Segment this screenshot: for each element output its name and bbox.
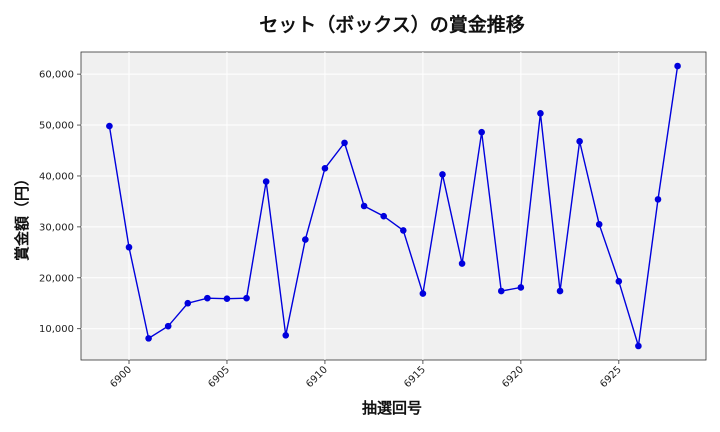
y-tick-label: 30,000 <box>39 222 74 233</box>
data-point <box>302 236 309 243</box>
data-point <box>537 110 544 117</box>
series-line <box>108 65 679 347</box>
data-point <box>125 243 133 251</box>
plot-area <box>80 51 707 361</box>
x-tick-label: 6920 <box>500 364 526 390</box>
data-point <box>380 212 388 220</box>
data-point <box>478 128 485 136</box>
data-point <box>439 171 446 178</box>
data-point <box>321 165 329 172</box>
data-point <box>164 322 172 330</box>
data-point <box>615 278 623 285</box>
data-point <box>145 335 152 342</box>
x-tick-label: 6925 <box>598 364 624 390</box>
data-point <box>341 139 348 147</box>
x-tick-label: 6905 <box>206 364 232 390</box>
data-point <box>243 294 250 302</box>
x-tick-label: 6900 <box>108 364 134 390</box>
data-point <box>282 332 290 339</box>
y-tick-label: 10,000 <box>39 324 74 335</box>
x-axis: 6900 6905 6910 6915 6920 6925 <box>108 360 624 390</box>
data-point <box>184 299 192 307</box>
data-point <box>595 221 603 228</box>
y-axis: 10,000 20,000 30,000 40,000 50,000 60,000 <box>39 70 81 335</box>
data-point <box>419 290 427 297</box>
data-point <box>576 138 583 145</box>
x-tick-label: 6910 <box>304 364 330 390</box>
y-tick-label: 50,000 <box>39 121 74 132</box>
x-tick-label: 6915 <box>402 364 428 390</box>
data-point <box>497 287 505 295</box>
data-point <box>106 122 113 130</box>
y-axis-label: 賞金額（円） <box>13 171 31 261</box>
data-point <box>262 178 270 185</box>
data-point <box>399 227 407 234</box>
data-point <box>674 62 681 70</box>
data-point <box>517 284 525 291</box>
data-point <box>458 260 466 267</box>
data-point <box>204 294 211 302</box>
data-point <box>223 295 231 302</box>
x-axis-label: 抽選回号 <box>362 399 422 417</box>
y-tick-label: 40,000 <box>39 171 74 182</box>
data-point <box>556 287 564 295</box>
data-point <box>635 342 642 350</box>
grid <box>81 52 706 360</box>
y-tick-label: 20,000 <box>39 273 74 284</box>
data-point <box>360 202 368 210</box>
series-points <box>106 62 681 350</box>
y-tick-label: 60,000 <box>39 70 74 81</box>
data-point <box>654 196 662 203</box>
chart-title: セット（ボックス）の賞金推移 <box>259 13 524 36</box>
